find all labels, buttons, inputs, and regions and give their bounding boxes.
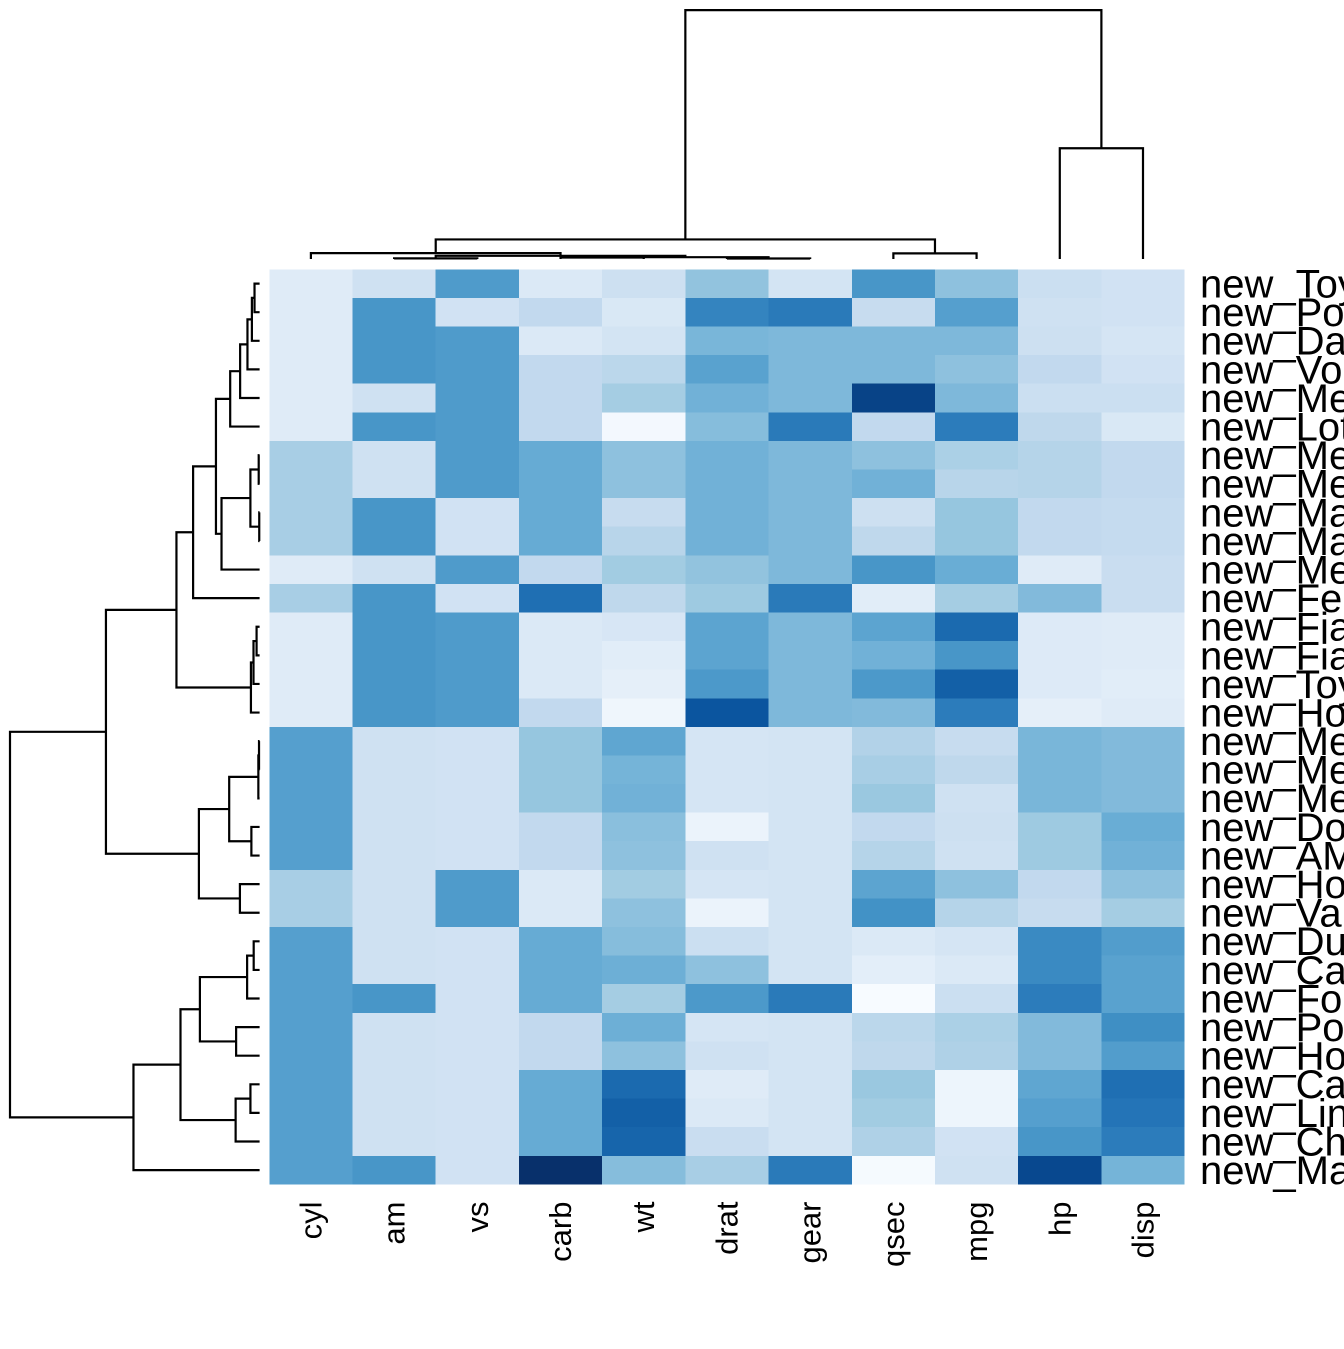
svg-text:am: am: [377, 1202, 412, 1245]
svg-text:new_Maserati Bora: new_Maserati Bora: [1200, 1149, 1344, 1193]
svg-text:new_Volvo 142E: new_Volvo 142E: [1200, 348, 1344, 392]
svg-text:carb: carb: [543, 1202, 578, 1262]
svg-text:wt: wt: [626, 1201, 661, 1233]
svg-text:hp: hp: [1042, 1202, 1077, 1236]
svg-text:new_Merc 240D: new_Merc 240D: [1200, 549, 1344, 593]
svg-text:drat: drat: [710, 1201, 745, 1255]
svg-text:new_Fiat 128: new_Fiat 128: [1200, 606, 1344, 650]
svg-text:new_Fiat X1-9: new_Fiat X1-9: [1200, 634, 1344, 678]
svg-text:new_Hornet Sportabout: new_Hornet Sportabout: [1200, 1035, 1344, 1079]
svg-text:cyl: cyl: [293, 1202, 328, 1240]
svg-text:vs: vs: [460, 1202, 495, 1233]
svg-text:new_Chrysler Imperial: new_Chrysler Imperial: [1200, 1120, 1344, 1164]
svg-text:new_Toyota Corolla: new_Toyota Corolla: [1200, 663, 1344, 707]
svg-text:new_Merc 450SLC: new_Merc 450SLC: [1200, 777, 1344, 821]
svg-text:new_Cadillac Fleetwood: new_Cadillac Fleetwood: [1200, 1063, 1344, 1107]
svg-text:new_Merc 450SE: new_Merc 450SE: [1200, 720, 1344, 764]
svg-text:new_Camaro Z28: new_Camaro Z28: [1200, 949, 1344, 993]
svg-text:new_AMC Javelin: new_AMC Javelin: [1200, 834, 1344, 878]
svg-text:new_Duster 360: new_Duster 360: [1200, 920, 1344, 964]
svg-text:new_Honda Civic: new_Honda Civic: [1200, 692, 1344, 736]
svg-text:new_Toyota Corona: new_Toyota Corona: [1200, 263, 1344, 307]
svg-text:new_Ford Pantera L: new_Ford Pantera L: [1200, 977, 1344, 1021]
svg-text:new_Lincoln Continental: new_Lincoln Continental: [1200, 1092, 1344, 1136]
svg-text:new_Mazda RX4 Wag: new_Mazda RX4 Wag: [1200, 520, 1344, 564]
svg-text:new_Lotus Europa: new_Lotus Europa: [1200, 406, 1344, 450]
svg-text:new_Valiant: new_Valiant: [1200, 892, 1344, 936]
svg-text:new_Merc 230: new_Merc 230: [1200, 377, 1344, 421]
svg-text:gear: gear: [793, 1202, 828, 1264]
svg-text:new_Pontiac Firebird: new_Pontiac Firebird: [1200, 1006, 1344, 1050]
svg-text:new_Ferrari Dino: new_Ferrari Dino: [1200, 577, 1344, 621]
svg-text:new_Porsche 914-2: new_Porsche 914-2: [1200, 291, 1344, 335]
svg-text:new_Dodge Challenger: new_Dodge Challenger: [1200, 806, 1344, 850]
svg-text:qsec: qsec: [876, 1202, 911, 1267]
svg-text:disp: disp: [1126, 1202, 1161, 1259]
svg-text:new_Hornet 4 Drive: new_Hornet 4 Drive: [1200, 863, 1344, 907]
svg-text:new_Merc 280C: new_Merc 280C: [1200, 463, 1344, 507]
svg-text:new_Mazda RX4: new_Mazda RX4: [1200, 491, 1344, 535]
svg-text:new_Merc 450SL: new_Merc 450SL: [1200, 749, 1344, 793]
svg-text:mpg: mpg: [959, 1202, 994, 1262]
svg-text:new_Merc 280: new_Merc 280: [1200, 434, 1344, 478]
svg-text:new_Datsun 710: new_Datsun 710: [1200, 320, 1344, 364]
